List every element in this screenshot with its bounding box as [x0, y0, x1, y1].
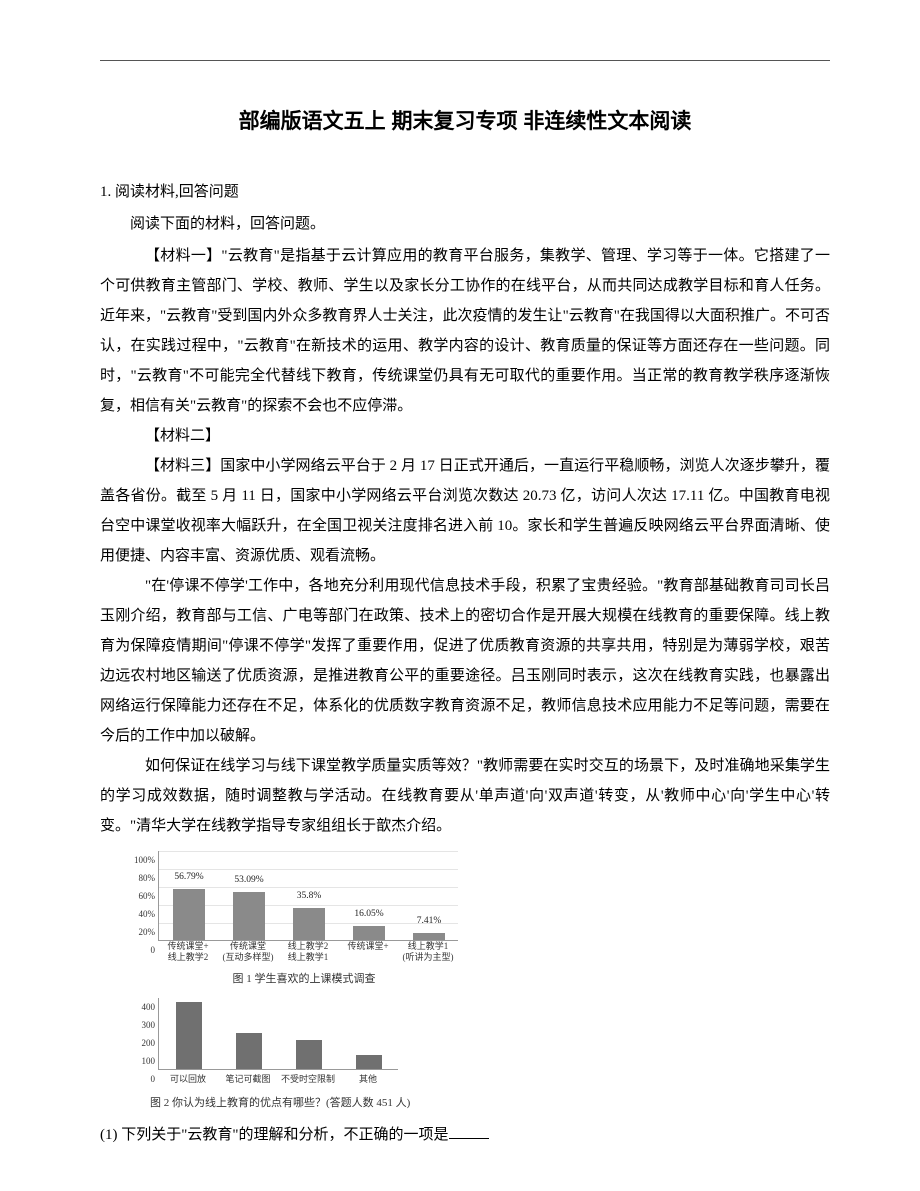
chart1-bar: [353, 926, 385, 940]
chart1-bar: [173, 889, 205, 940]
ytick: 60%: [139, 887, 156, 905]
material-3-p2: "在'停课不停学'工作中，各地充分利用现代信息技术手段，积累了宝贵经验。"教育部…: [100, 571, 830, 751]
chart1-bar-label: 7.41%: [417, 912, 442, 931]
ytick: 100%: [134, 851, 155, 869]
ytick: 300: [142, 1016, 156, 1034]
question-number: 1. 阅读材料,回答问题: [100, 177, 830, 207]
chart1-bar: [413, 933, 445, 940]
chart1-bar-label: 53.09%: [234, 871, 263, 890]
chart2-bar: [356, 1055, 382, 1069]
chart1-xlabel: 线上教学1(听讲为主型): [398, 941, 458, 964]
ytick: 200: [142, 1034, 156, 1052]
page-title: 部编版语文五上 期末复习专项 非连续性文本阅读: [100, 101, 830, 143]
question-stem: 阅读下面的材料，回答问题。: [100, 209, 830, 239]
chart2-bar: [236, 1033, 262, 1068]
chart2-yaxis: 400 300 200 100 0: [130, 998, 158, 1070]
chart1-bar: [293, 908, 325, 940]
chart-2: 400 300 200 100 0: [130, 998, 830, 1070]
chart2-xlabel: 其他: [338, 1070, 398, 1088]
ytick: 100: [142, 1052, 156, 1070]
chart-1: 100% 80% 60% 40% 20% 0 56.79% 53.09% 35.8%…: [130, 851, 830, 941]
chart2-caption: 图 2 你认为线上教育的优点有哪些？(答题人数 451 人): [150, 1092, 830, 1114]
sub-question-1: (1) 下列关于"云教育"的理解和分析，不正确的一项是: [100, 1120, 830, 1150]
chart1-bar-label: 56.79%: [174, 868, 203, 887]
material-2-head: 【材料二】: [100, 421, 830, 451]
material-3-p1: 【材料三】国家中小学网络云平台于 2 月 17 日正式开通后，一直运行平稳顺畅，…: [100, 451, 830, 571]
chart1-xlabel: 线上教学2线上教学1: [278, 941, 338, 964]
chart2-xaxis: 可以回放笔记可截图不受时空限制其他: [158, 1070, 398, 1088]
chart1-xlabel: 传统课堂+线上教学2: [158, 941, 218, 964]
ytick: 20%: [139, 923, 156, 941]
ytick: 40%: [139, 905, 156, 923]
ytick: 0: [151, 941, 156, 959]
chart1-xlabel: 传统课堂+: [338, 941, 398, 964]
chart1-yaxis: 100% 80% 60% 40% 20% 0: [130, 851, 158, 941]
ytick: 80%: [139, 869, 156, 887]
chart1-xaxis: 传统课堂+线上教学2传统课堂(互动多样型)线上教学2线上教学1传统课堂+线上教学…: [158, 941, 458, 964]
top-rule: [100, 60, 830, 61]
chart1-bar-label: 16.05%: [354, 905, 383, 924]
chart1-bar: [233, 892, 265, 940]
chart1-bar-label: 35.8%: [297, 887, 322, 906]
chart2-xlabel: 笔记可截图: [218, 1070, 278, 1088]
chart1-plot: 56.79% 53.09% 35.8% 16.05% 7.41%: [158, 851, 458, 941]
ytick: 0: [151, 1070, 156, 1088]
chart2-xlabel: 不受时空限制: [278, 1070, 338, 1088]
chart2-bar: [296, 1040, 322, 1069]
charts-region: 100% 80% 60% 40% 20% 0 56.79% 53.09% 35.8%…: [130, 851, 830, 1114]
material-1: 【材料一】"云教育"是指基于云计算应用的教育平台服务，集教学、管理、学习等于一体…: [100, 241, 830, 421]
answer-blank[interactable]: [449, 1124, 489, 1139]
material-3-p3: 如何保证在线学习与线下课堂教学质量实质等效？"教师需要在实时交互的场景下，及时准…: [100, 751, 830, 841]
chart1-xlabel: 传统课堂(互动多样型): [218, 941, 278, 964]
chart1-caption: 图 1 学生喜欢的上课模式调查: [154, 968, 454, 990]
subq1-text: (1) 下列关于"云教育"的理解和分析，不正确的一项是: [100, 1127, 449, 1143]
chart2-xlabel: 可以回放: [158, 1070, 218, 1088]
chart2-plot: [158, 998, 398, 1070]
chart2-bar: [176, 1002, 202, 1069]
ytick: 400: [142, 998, 156, 1016]
